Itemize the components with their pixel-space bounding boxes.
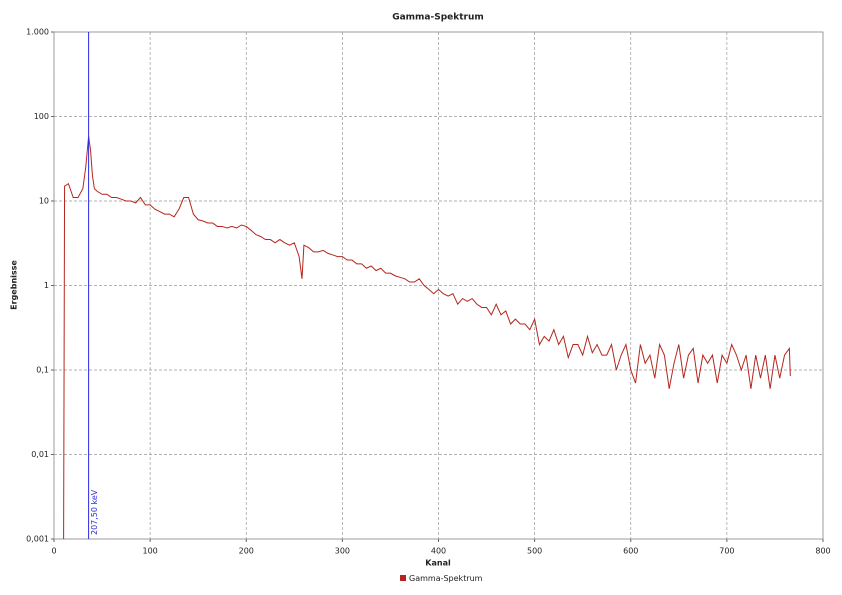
legend-swatch <box>400 575 406 581</box>
x-axis-title: Kanal <box>425 559 451 568</box>
y-tick-label: 10 <box>39 197 49 206</box>
x-tick-label: 200 <box>239 547 254 556</box>
x-tick-label: 700 <box>719 547 734 556</box>
marker-label: 207,50 keV <box>90 489 99 535</box>
y-tick-label: 1 <box>44 281 49 290</box>
x-tick-label: 300 <box>335 547 350 556</box>
y-tick-label: 0,1 <box>36 366 49 375</box>
legend-label: Gamma-Spektrum <box>409 574 483 583</box>
y-axis-title: Ergebnisse <box>10 260 19 310</box>
x-tick-label: 600 <box>623 547 638 556</box>
x-tick-label: 400 <box>431 547 446 556</box>
y-tick-label: 100 <box>34 112 49 121</box>
y-tick-label: 1.000 <box>26 28 49 37</box>
x-tick-label: 100 <box>142 547 157 556</box>
x-tick-label: 500 <box>527 547 542 556</box>
y-tick-label: 0,01 <box>31 450 49 459</box>
x-tick-label: 0 <box>51 547 56 556</box>
data-line <box>63 136 791 540</box>
y-tick-label: 0,001 <box>26 535 49 544</box>
chart-title: Gamma-Spektrum <box>392 13 484 23</box>
x-tick-label: 800 <box>815 547 830 556</box>
